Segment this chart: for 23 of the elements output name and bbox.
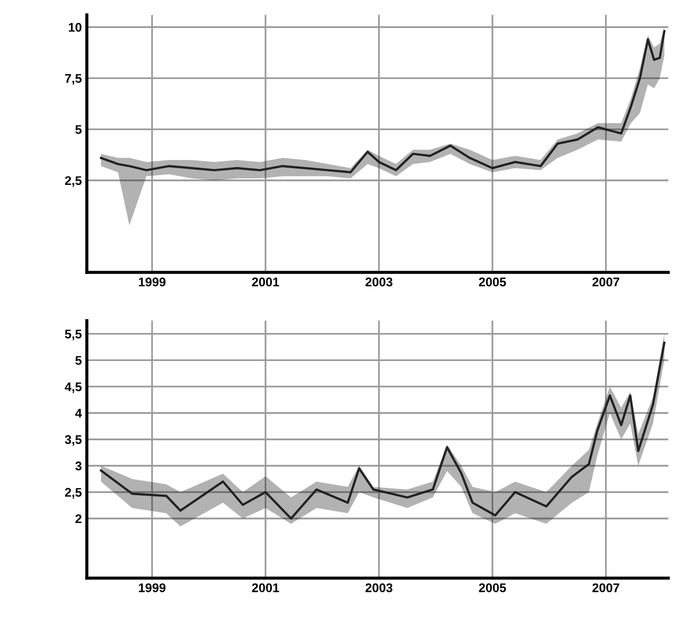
y-tick-label: 2: [75, 514, 82, 524]
x-tick-label: 2007: [592, 583, 620, 592]
x-tick-label: 2005: [478, 583, 506, 592]
x-tick-label: 1999: [138, 278, 166, 286]
y-tick-label: 10: [68, 22, 82, 32]
x-tick-label: 2005: [478, 278, 506, 286]
y-tick-label: 4: [75, 408, 82, 418]
y-tick-label: 3,5: [64, 435, 82, 446]
x-tick-label: 2001: [252, 278, 280, 286]
x-tick-label: 2003: [366, 583, 392, 592]
y-tick-label: 3: [75, 462, 82, 470]
line-series: [100, 30, 666, 174]
y-tick-label: 7,5: [65, 74, 82, 85]
y-tick-label: 2,5: [65, 176, 82, 187]
y-tick-label: 5,5: [64, 330, 82, 340]
x-tick-label: 2003: [366, 278, 392, 286]
y-tick-label: 5: [75, 125, 82, 134]
x-tick-label: 1999: [138, 583, 166, 592]
x-tick-label: 2001: [252, 583, 280, 592]
x-tick-label: 2007: [592, 278, 620, 286]
y-tick-label: 2,5: [65, 488, 82, 499]
y-tick-label: 5: [75, 356, 82, 365]
y-tick-label: 4,5: [64, 382, 82, 394]
